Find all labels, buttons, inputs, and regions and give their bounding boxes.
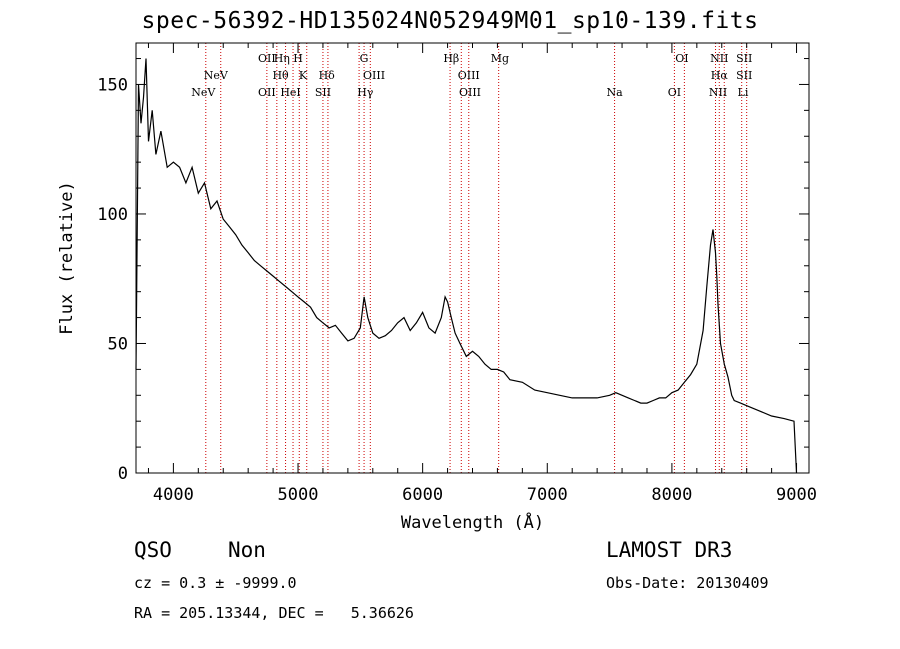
line-label-bottom-0: NeV — [191, 86, 216, 99]
line-label-bottom-5: OIII — [459, 86, 481, 99]
emission-line-markers — [205, 43, 748, 473]
line-label-top-1: OII — [258, 52, 276, 65]
line-label-top-11: Mg — [491, 52, 509, 65]
line-label-bottom-4: Hγ — [357, 86, 374, 99]
x-tick-label-4000: 4000 — [153, 485, 194, 505]
line-label-bottom-6: Na — [606, 86, 623, 99]
spectrum-layer — [135, 58, 798, 474]
y-axis-label: Flux (relative) — [57, 181, 77, 335]
obs-date: Obs-Date: 20130409 — [606, 574, 769, 592]
line-label-bottom-8: NII — [709, 86, 727, 99]
line-label-top-0: NeV — [204, 69, 229, 82]
x-axis-label: Wavelength (Å) — [401, 511, 544, 533]
line-label-top-4: H — [293, 52, 303, 65]
chart-title: spec-56392-HD135024N052949M01_sp10-139.f… — [141, 8, 759, 34]
x-tick-label-6000: 6000 — [402, 485, 443, 505]
coordinates: RA = 205.13344, DEC = 5.36626 — [134, 604, 414, 622]
survey-name: LAMOST DR3 — [606, 538, 733, 562]
y-tick-label-0: 0 — [118, 464, 128, 484]
line-label-bottom-1: OII — [258, 86, 276, 99]
y-tick-label-150: 150 — [97, 75, 128, 95]
line-label-bottom-2: HeI — [280, 86, 300, 99]
object-class: QSO — [134, 538, 172, 562]
x-tick-label-7000: 7000 — [527, 485, 568, 505]
line-label-bottom-7: OI — [668, 86, 681, 99]
x-tick-label-8000: 8000 — [651, 485, 692, 505]
spectrum-line — [135, 58, 798, 474]
line-label-top-8: OIII — [363, 69, 385, 82]
line-label-top-10: OIII — [458, 69, 480, 82]
axis-tick-labels: 4000 5000 6000 7000 8000 9000 0 50 100 150 — [97, 75, 817, 505]
axis-ticks — [136, 43, 809, 474]
line-label-top-14: Hα — [711, 69, 729, 82]
plot-frame — [135, 42, 810, 474]
y-tick-label-100: 100 — [97, 205, 128, 225]
y-tick-label-50: 50 — [108, 334, 128, 354]
redshift-info: cz = 0.3 ± -9999.0 — [134, 574, 297, 592]
line-label-top-2: Hη — [274, 52, 290, 65]
object-subclass: Non — [228, 538, 266, 562]
line-label-top-15: SII — [736, 52, 752, 65]
x-tick-label-9000: 9000 — [776, 485, 817, 505]
line-label-top-9: Hβ — [443, 52, 459, 65]
line-label-top-3: Hθ — [272, 69, 289, 82]
line-label-top-7: G — [360, 52, 369, 65]
line-label-top-13: NII — [710, 52, 728, 65]
line-label-top-5: K — [299, 69, 308, 82]
line-label-top-6: Hδ — [319, 69, 336, 82]
line-label-top-12: OI — [675, 52, 688, 65]
line-label-top-16: SII — [736, 69, 752, 82]
line-label-bottom-9: Li — [738, 86, 749, 99]
x-tick-label-5000: 5000 — [278, 485, 319, 505]
line-label-bottom-3: SII — [315, 86, 331, 99]
